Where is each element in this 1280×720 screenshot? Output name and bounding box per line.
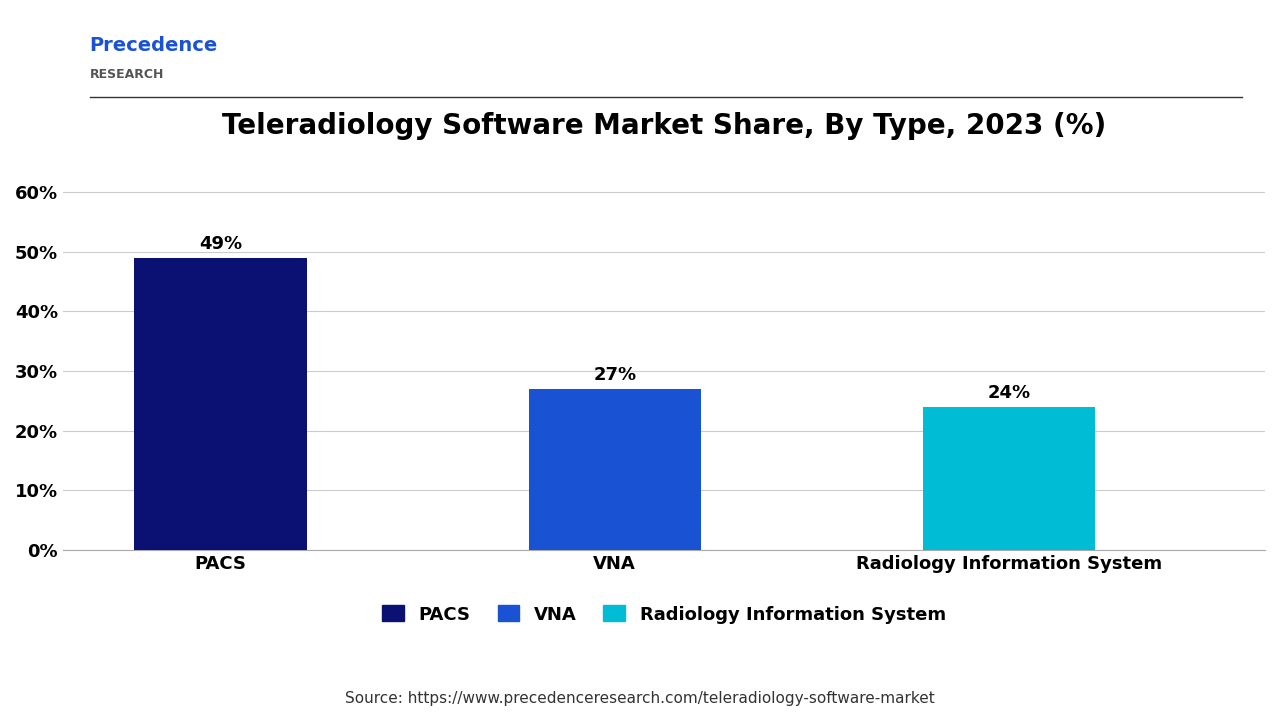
- Text: Precedence: Precedence: [90, 36, 218, 55]
- Legend: PACS, VNA, Radiology Information System: PACS, VNA, Radiology Information System: [375, 598, 952, 631]
- Title: Teleradiology Software Market Share, By Type, 2023 (%): Teleradiology Software Market Share, By …: [221, 112, 1106, 140]
- Bar: [923, 407, 1096, 550]
- Text: 49%: 49%: [200, 235, 242, 253]
- Text: Source: https://www.precedenceresearch.com/teleradiology-software-market: Source: https://www.precedenceresearch.c…: [346, 690, 934, 706]
- Text: 24%: 24%: [987, 384, 1030, 402]
- Bar: [529, 389, 701, 550]
- Text: RESEARCH: RESEARCH: [90, 68, 164, 81]
- Text: 27%: 27%: [593, 366, 636, 384]
- Bar: [134, 258, 307, 550]
